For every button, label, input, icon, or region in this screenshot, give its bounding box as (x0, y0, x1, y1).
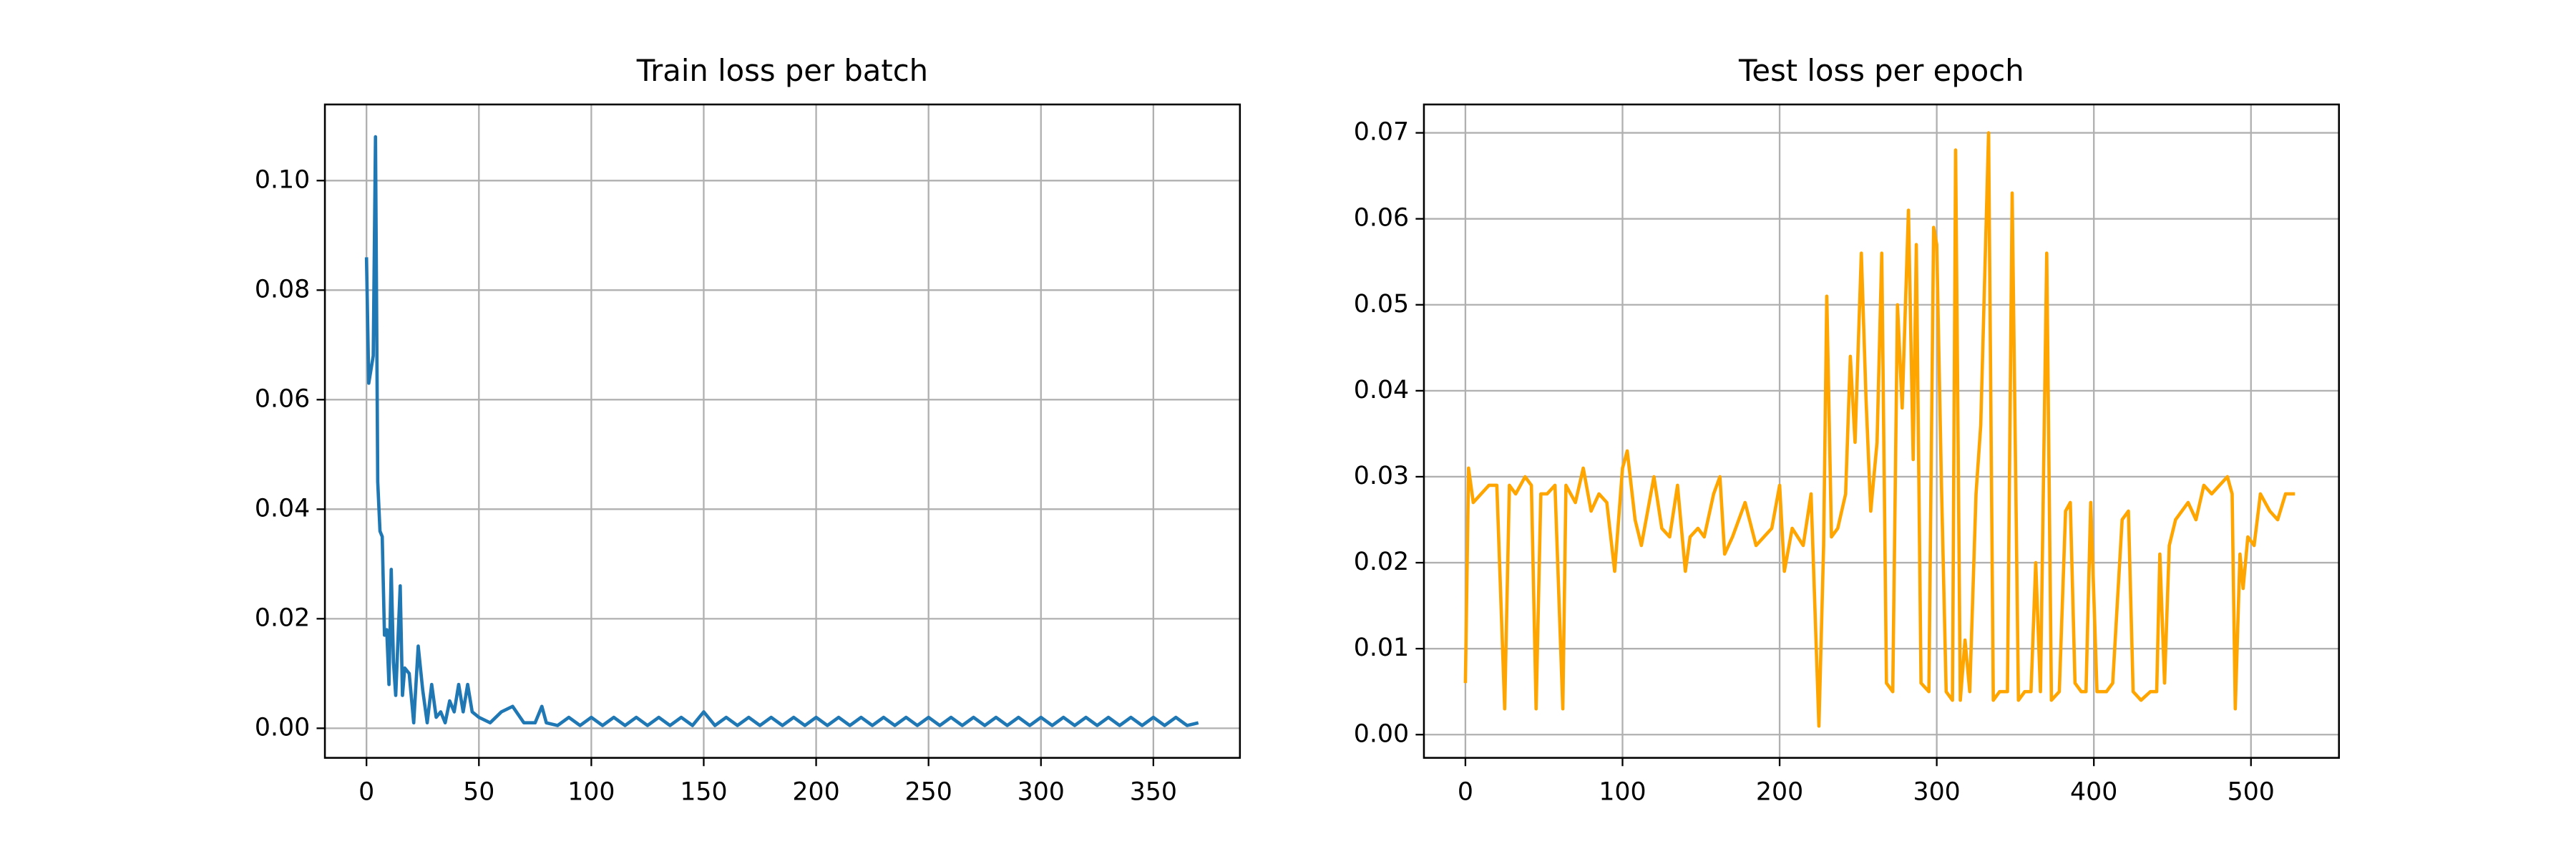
x-tick-label: 0 (358, 777, 374, 806)
y-tick-label: 0.02 (255, 603, 310, 632)
chart-title: Test loss per epoch (1738, 53, 2024, 88)
y-tick-label: 0.00 (1354, 719, 1409, 748)
y-tick-label: 0.01 (1354, 634, 1409, 662)
x-tick-label: 100 (1599, 777, 1646, 806)
y-tick-label: 0.04 (1354, 376, 1409, 404)
x-tick-label: 0 (1458, 777, 1473, 806)
y-tick-label: 0.04 (255, 494, 310, 523)
x-tick-label: 300 (1913, 777, 1960, 806)
y-tick-label: 0.00 (255, 713, 310, 742)
x-tick-label: 300 (1018, 777, 1065, 806)
x-tick-label: 200 (1756, 777, 1803, 806)
y-tick-label: 0.02 (1354, 548, 1409, 576)
y-tick-label: 0.10 (255, 165, 310, 194)
x-tick-label: 400 (2070, 777, 2117, 806)
chart-title: Train loss per batch (636, 53, 928, 88)
y-tick-label: 0.05 (1354, 290, 1409, 319)
data-line (364, 135, 1199, 727)
y-tick-label: 0.06 (255, 384, 310, 413)
x-tick-label: 200 (792, 777, 839, 806)
axes-frame (323, 103, 1241, 759)
y-tick-label: 0.03 (1354, 462, 1409, 490)
y-tick-label: 0.08 (255, 275, 310, 304)
x-tick-label: 250 (905, 777, 952, 806)
y-tick-label: 0.06 (1354, 204, 1409, 233)
x-tick-label: 150 (680, 777, 727, 806)
x-tick-label: 100 (567, 777, 615, 806)
x-tick-label: 350 (1130, 777, 1177, 806)
data-line (1463, 131, 2296, 728)
y-tick-label: 0.07 (1354, 118, 1409, 147)
axes-frame (1423, 103, 2340, 759)
x-tick-label: 500 (2228, 777, 2275, 806)
x-tick-label: 50 (463, 777, 494, 806)
